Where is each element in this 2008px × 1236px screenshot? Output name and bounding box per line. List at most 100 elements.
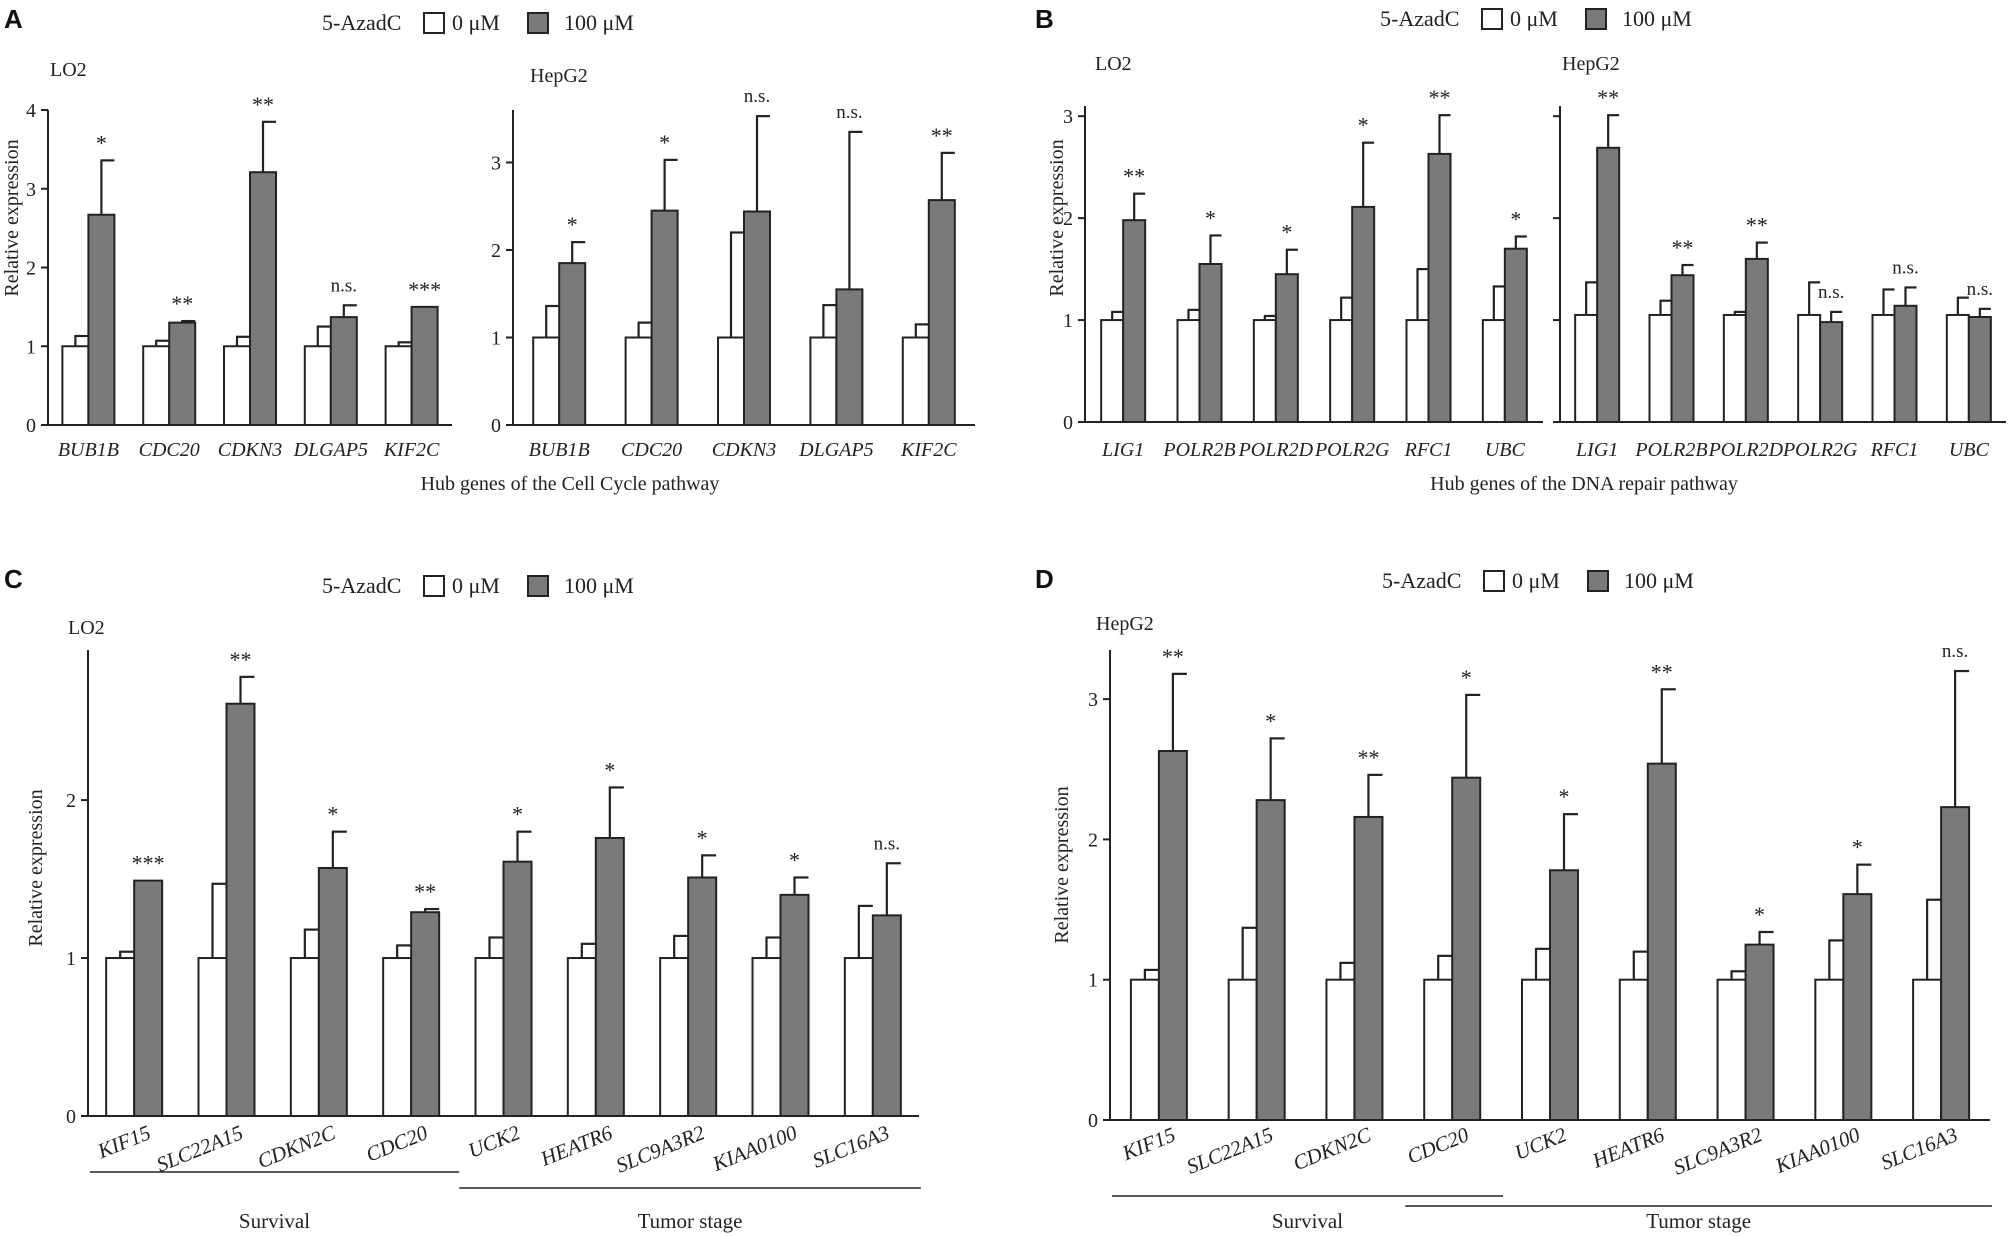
significance-label: * bbox=[327, 802, 338, 827]
significance-label: ** bbox=[931, 123, 953, 148]
significance-label: * bbox=[1358, 113, 1369, 138]
bar-group: * bbox=[1329, 113, 1376, 423]
category-label: SLC22A15 bbox=[1183, 1122, 1276, 1178]
panel-label: A bbox=[4, 4, 23, 34]
bar-control bbox=[61, 345, 90, 426]
bar-treated bbox=[249, 171, 277, 426]
bar-treated bbox=[1157, 750, 1188, 1122]
y-tick-label: 3 bbox=[26, 179, 36, 201]
category-label: KIAA0100 bbox=[708, 1120, 801, 1176]
category-label: HEATR6 bbox=[1588, 1122, 1668, 1173]
bar-treated bbox=[1274, 273, 1299, 423]
bar-group: ** bbox=[1574, 85, 1621, 423]
bar-control bbox=[1648, 313, 1673, 423]
bar-control bbox=[1722, 313, 1747, 423]
bar-treated bbox=[1255, 799, 1286, 1121]
category-label: UBC bbox=[1949, 439, 1990, 461]
significance-label: ** bbox=[1597, 85, 1619, 110]
bar-treated bbox=[1451, 776, 1482, 1121]
bar-treated bbox=[410, 305, 439, 426]
legend: 5-AzadC 0 μM 100 μM bbox=[1382, 568, 1694, 593]
significance-label: ** bbox=[252, 92, 274, 117]
bar-group: * bbox=[659, 825, 718, 1117]
bar-group: * bbox=[1176, 205, 1223, 423]
significance-label: * bbox=[96, 130, 107, 155]
legend-swatch-control bbox=[423, 12, 445, 34]
group-label-tumor-stage: Tumor stage bbox=[638, 1209, 743, 1233]
category-label: POLR2G bbox=[1782, 439, 1858, 461]
y-axis-label: Relative expression bbox=[1051, 786, 1073, 943]
bar-group: n.s. bbox=[809, 102, 864, 426]
bar-group: n.s. bbox=[1871, 257, 1919, 423]
bar-control bbox=[751, 957, 782, 1117]
bar-group: ** bbox=[1100, 164, 1147, 423]
bar-treated bbox=[687, 876, 718, 1117]
bar-control bbox=[532, 336, 561, 426]
bar-control bbox=[1716, 978, 1747, 1121]
bar-group: * bbox=[1481, 206, 1528, 423]
bar-control bbox=[1945, 313, 1970, 423]
bar-treated bbox=[1122, 219, 1147, 423]
legend-swatch-control bbox=[423, 575, 445, 597]
bar-control bbox=[1325, 978, 1356, 1121]
bar-group: n.s. bbox=[1797, 281, 1844, 424]
y-tick-label: 0 bbox=[1063, 412, 1073, 434]
y-tick-label: 2 bbox=[1063, 208, 1073, 230]
significance-label: * bbox=[512, 802, 523, 827]
bar-control bbox=[809, 336, 838, 426]
bar-group: ** bbox=[197, 647, 256, 1118]
significance-label: ** bbox=[171, 291, 193, 316]
significance-label: * bbox=[1281, 220, 1292, 245]
bar-treated bbox=[1351, 205, 1376, 423]
bar-treated bbox=[410, 911, 441, 1118]
category-label: LIG1 bbox=[1101, 439, 1144, 461]
significance-label: * bbox=[659, 130, 670, 155]
bar-group: ** bbox=[382, 879, 441, 1118]
category-label: UCK2 bbox=[1511, 1122, 1570, 1165]
y-tick-label: 1 bbox=[1063, 310, 1073, 332]
bar-treated bbox=[1596, 146, 1621, 423]
category-label: RFC1 bbox=[1404, 439, 1453, 461]
bar-group: n.s. bbox=[843, 833, 902, 1117]
category-label: POLR2G bbox=[1314, 439, 1390, 461]
bar-group: * bbox=[566, 757, 625, 1117]
bar-treated bbox=[1893, 304, 1918, 423]
category-label: RFC1 bbox=[1870, 439, 1919, 461]
legend-label-treated: 100 μM bbox=[564, 10, 634, 35]
category-label: SLC22A15 bbox=[153, 1120, 246, 1176]
legend: 5-AzadC 0 μM 100 μM bbox=[1380, 6, 1692, 31]
y-tick-label: 0 bbox=[66, 1106, 76, 1128]
subplot-lo2: LO2 0 1 2 3 ** LIG1 * POLR2B * POLR2D * POLR2G ** RFC1… bbox=[1063, 53, 1543, 461]
bar-treated bbox=[835, 288, 864, 426]
category-label: CDKN2C bbox=[1290, 1122, 1376, 1175]
bar-group: * bbox=[532, 212, 587, 426]
category-label: BUB1B bbox=[529, 439, 590, 461]
bar-treated bbox=[502, 860, 533, 1117]
bar-control bbox=[303, 345, 332, 426]
bar-control bbox=[105, 957, 136, 1117]
bar-treated bbox=[1503, 247, 1528, 423]
legend: 5-AzadC 0 μM 100 μM bbox=[322, 10, 634, 35]
significance-label: *** bbox=[132, 851, 165, 876]
bar-control bbox=[1176, 319, 1201, 423]
significance-label: n.s. bbox=[1818, 282, 1844, 303]
bar-group: * bbox=[289, 802, 348, 1117]
bar-treated bbox=[594, 836, 625, 1117]
bar-group: ** bbox=[901, 123, 956, 426]
category-label: POLR2B bbox=[1634, 439, 1707, 461]
significance-label: n.s. bbox=[1967, 279, 1993, 300]
category-label: UBC bbox=[1485, 439, 1526, 461]
bar-treated bbox=[650, 209, 679, 426]
category-label: KIF15 bbox=[93, 1120, 154, 1163]
subplot-title: HepG2 bbox=[530, 65, 588, 87]
subplot-lo2: LO2012***KIF15**SLC22A15*CDKN2C**CDC20*U… bbox=[66, 617, 919, 1178]
y-tick-label: 0 bbox=[491, 415, 501, 437]
group-label-survival: Survival bbox=[1272, 1209, 1343, 1233]
significance-label: n.s. bbox=[1942, 641, 1968, 662]
legend-label-treated: 100 μM bbox=[1622, 6, 1692, 31]
category-label: POLR2D bbox=[1238, 439, 1314, 461]
y-tick-label: 3 bbox=[491, 153, 501, 175]
panel-label: D bbox=[1035, 564, 1054, 594]
category-label: CDC20 bbox=[363, 1120, 432, 1166]
bar-group: * bbox=[1423, 665, 1482, 1121]
